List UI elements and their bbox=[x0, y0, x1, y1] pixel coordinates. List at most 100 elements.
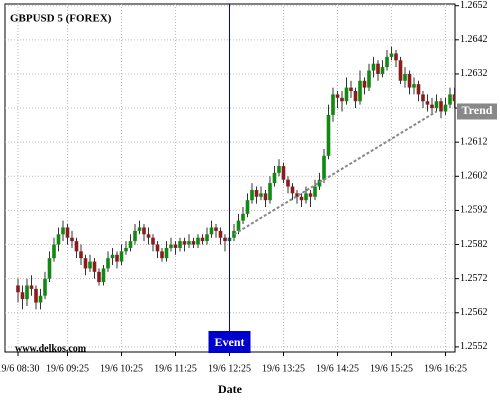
candle-body bbox=[250, 189, 254, 201]
candle-body bbox=[205, 234, 209, 242]
candle-body bbox=[358, 80, 362, 102]
candle-body bbox=[38, 295, 43, 303]
y-tick-label: 1.2592 bbox=[460, 205, 488, 216]
candle-body bbox=[380, 67, 385, 74]
trend-label: Trend bbox=[462, 103, 493, 117]
candle-body bbox=[272, 172, 277, 184]
trend-line bbox=[233, 110, 438, 236]
candle-body bbox=[164, 247, 169, 259]
candle-body bbox=[299, 196, 304, 201]
candle-body bbox=[47, 258, 52, 279]
candle-body bbox=[16, 285, 20, 293]
candle-body bbox=[119, 251, 124, 262]
candle-body bbox=[308, 193, 313, 197]
candle-body bbox=[79, 251, 83, 259]
chart-title: GBPUSD 5 (FOREX) bbox=[10, 13, 112, 25]
candle-body bbox=[286, 179, 290, 187]
candle-body bbox=[448, 94, 452, 105]
candle-body bbox=[128, 241, 133, 248]
candle-body bbox=[313, 186, 317, 197]
candle-body bbox=[407, 73, 412, 88]
candle-body bbox=[263, 193, 268, 201]
candle-body bbox=[142, 227, 146, 235]
candle-body bbox=[196, 237, 200, 245]
y-tick-label: 1.2572 bbox=[460, 273, 488, 284]
candle-body bbox=[223, 237, 227, 242]
candle-body bbox=[245, 200, 250, 214]
x-tick-label: 19/6 13:25 bbox=[262, 363, 305, 374]
candle-body bbox=[173, 244, 178, 248]
candle-body bbox=[52, 244, 56, 259]
x-axis-title: Date bbox=[218, 382, 243, 396]
candle-body bbox=[29, 285, 34, 289]
candle-body bbox=[137, 227, 142, 231]
y-tick-label: 1.2582 bbox=[460, 239, 488, 250]
candle-body bbox=[322, 155, 326, 180]
candle-body bbox=[101, 268, 106, 283]
candle-body bbox=[367, 70, 371, 88]
candle-body bbox=[236, 220, 241, 231]
event-label-box bbox=[208, 331, 251, 353]
candle-body bbox=[74, 241, 79, 252]
candle-body bbox=[443, 104, 448, 112]
x-tick-label: 19/6 16:25 bbox=[424, 363, 467, 374]
candle-body bbox=[277, 166, 281, 173]
candle-body bbox=[326, 114, 331, 156]
candle-body bbox=[155, 244, 160, 252]
candle-body bbox=[110, 254, 115, 259]
candle-body bbox=[389, 53, 394, 57]
candle-body bbox=[218, 230, 223, 238]
candle-body bbox=[160, 251, 164, 259]
y-tick-label: 1.2562 bbox=[460, 307, 488, 318]
candle-body bbox=[371, 63, 376, 71]
watermark: www.delkos.com bbox=[15, 343, 87, 354]
candle-body bbox=[304, 193, 308, 201]
candle-body bbox=[115, 254, 119, 262]
candle-body bbox=[25, 285, 29, 300]
candle-body bbox=[416, 84, 421, 95]
candle-body bbox=[335, 94, 340, 98]
x-tick-label: 19/6 12:25 bbox=[208, 363, 251, 374]
candle-body bbox=[385, 56, 389, 68]
x-tick-label: 19/6 08:30 bbox=[0, 363, 40, 374]
candle-body bbox=[268, 183, 272, 201]
candle-body bbox=[376, 63, 380, 74]
candle-body bbox=[362, 80, 367, 88]
candle-body bbox=[340, 97, 344, 102]
candle-body bbox=[92, 261, 97, 272]
candle-body bbox=[214, 227, 218, 231]
candle-body bbox=[65, 227, 70, 238]
y-tick-label: 1.2632 bbox=[460, 68, 488, 79]
candle-body bbox=[43, 278, 47, 296]
candle-body bbox=[34, 288, 38, 303]
y-tick-label: 1.2552 bbox=[460, 341, 488, 352]
candle-body bbox=[290, 186, 295, 194]
candle-body bbox=[146, 234, 151, 238]
candle-body bbox=[209, 227, 214, 235]
candle-body bbox=[254, 189, 259, 197]
candle-body bbox=[331, 94, 335, 115]
candle-body bbox=[317, 179, 322, 187]
candle-body bbox=[133, 230, 137, 242]
candle-body bbox=[452, 94, 455, 102]
candle-body bbox=[187, 241, 191, 245]
candle-body bbox=[295, 193, 299, 197]
candle-body bbox=[412, 84, 416, 88]
candle-body bbox=[281, 166, 286, 180]
candle-body bbox=[191, 241, 196, 245]
y-tick-label: 1.2642 bbox=[460, 34, 488, 45]
x-tick-label: 19/6 10:25 bbox=[100, 363, 143, 374]
candle-body bbox=[349, 87, 353, 91]
candle-body bbox=[182, 241, 187, 245]
y-tick-label: 1.2612 bbox=[460, 136, 488, 147]
candle-body bbox=[151, 237, 155, 245]
trend-label-box bbox=[457, 103, 497, 120]
candle-body bbox=[430, 104, 434, 109]
candle-body bbox=[200, 237, 205, 242]
candle-body bbox=[20, 292, 25, 300]
x-tick-label: 19/6 15:25 bbox=[370, 363, 413, 374]
candle-body bbox=[61, 227, 65, 235]
candle-body bbox=[259, 193, 263, 197]
candle-body bbox=[434, 101, 439, 109]
